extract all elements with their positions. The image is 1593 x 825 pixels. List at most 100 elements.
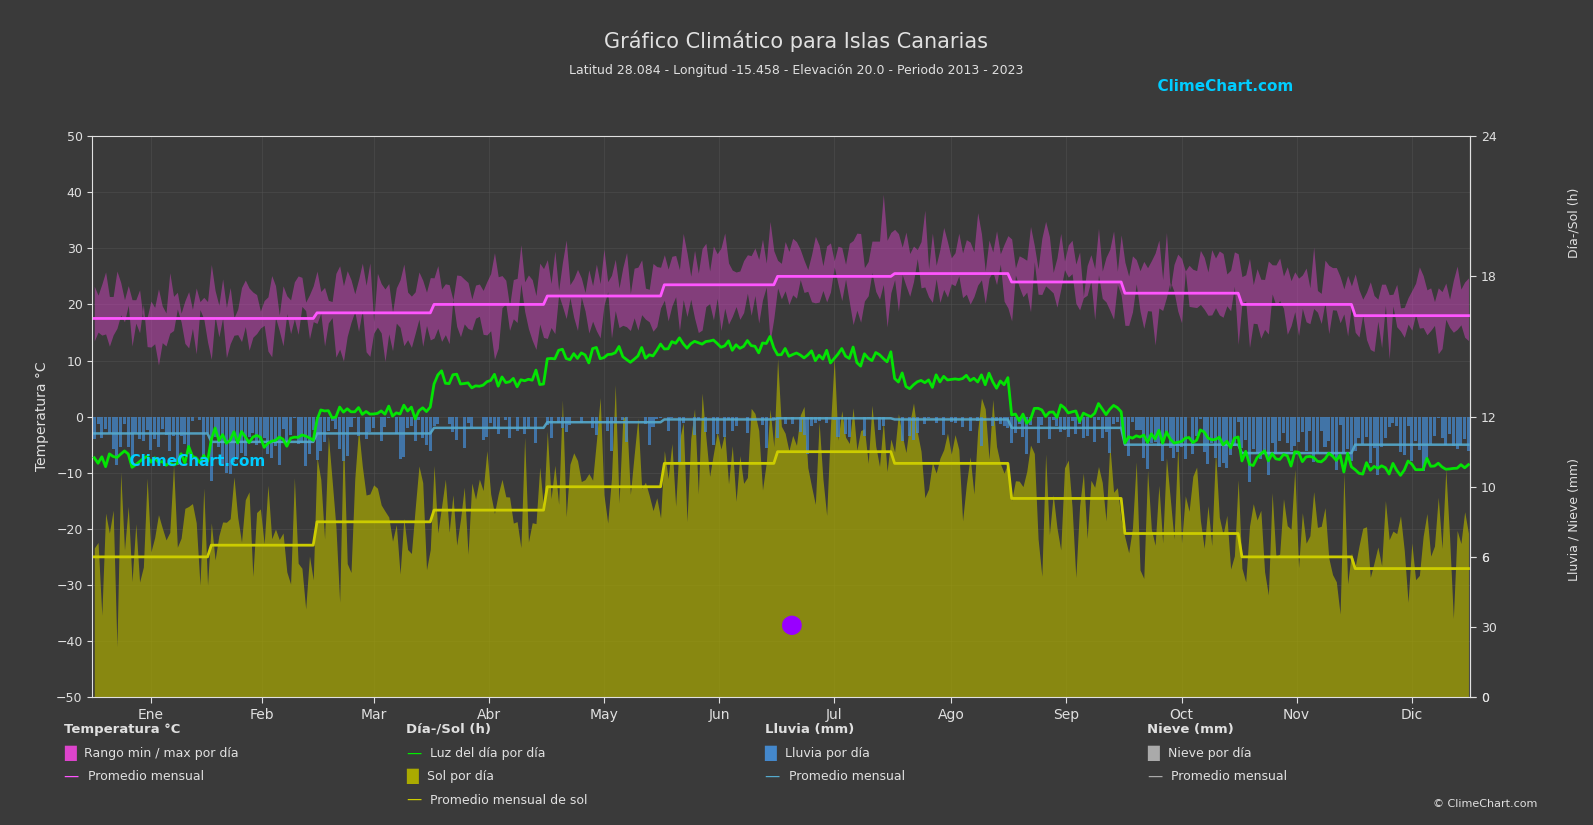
Bar [1263, 417, 1266, 452]
Bar [217, 417, 220, 447]
Bar [508, 417, 511, 438]
Bar [421, 417, 424, 438]
Text: █: █ [406, 769, 417, 785]
Bar [153, 417, 156, 440]
Bar [1007, 417, 1010, 427]
Bar [1395, 417, 1399, 426]
Bar [652, 417, 655, 427]
Bar [1467, 417, 1470, 450]
Bar [497, 417, 500, 435]
Bar [277, 417, 280, 465]
Bar [1429, 417, 1432, 445]
Bar [1180, 417, 1184, 447]
Bar [723, 417, 726, 436]
Bar [954, 417, 956, 422]
Bar [806, 417, 809, 455]
Bar [255, 417, 258, 445]
Bar [569, 417, 572, 425]
Bar [1332, 417, 1333, 456]
Bar [414, 417, 417, 441]
Bar [803, 417, 806, 435]
Bar [1410, 417, 1413, 460]
Bar [97, 417, 100, 424]
Bar [516, 417, 519, 431]
Bar [980, 417, 983, 446]
Bar [825, 417, 828, 422]
Bar [1252, 417, 1255, 450]
Bar [1335, 417, 1338, 470]
Bar [467, 417, 470, 423]
Bar [1407, 417, 1410, 426]
Bar [92, 417, 96, 439]
Bar [1214, 417, 1217, 458]
Bar [285, 417, 288, 442]
Bar [271, 417, 274, 458]
Bar [666, 417, 669, 431]
Bar [373, 417, 376, 427]
Bar [158, 417, 159, 447]
Bar [1123, 417, 1126, 441]
Bar [1343, 417, 1346, 453]
Text: ClimeChart.com: ClimeChart.com [119, 455, 266, 469]
Bar [726, 417, 730, 420]
Bar [406, 417, 409, 427]
Bar [811, 417, 812, 427]
Text: Lluvia (mm): Lluvia (mm) [765, 723, 854, 736]
Bar [655, 417, 658, 419]
Bar [1115, 417, 1118, 422]
Bar [949, 417, 953, 422]
Bar [384, 417, 387, 427]
Bar [693, 417, 696, 435]
Bar [798, 417, 801, 431]
Bar [1445, 417, 1448, 446]
Bar [610, 417, 613, 451]
Bar [448, 417, 451, 424]
Bar [1437, 417, 1440, 418]
Bar [977, 417, 980, 421]
Bar [1319, 417, 1322, 431]
Bar [492, 417, 495, 428]
Bar [1289, 417, 1292, 451]
Bar [335, 417, 338, 429]
Bar [127, 417, 129, 447]
Bar [1093, 417, 1096, 442]
Bar [878, 417, 881, 430]
Bar [1456, 417, 1459, 450]
Bar [1134, 417, 1137, 430]
Bar [1150, 417, 1153, 443]
Bar [470, 417, 473, 427]
Bar [833, 417, 836, 421]
Bar [108, 417, 112, 433]
Bar [1101, 417, 1104, 438]
Bar [696, 417, 699, 420]
Bar [991, 417, 994, 426]
Bar [1380, 417, 1383, 447]
Bar [1082, 417, 1085, 437]
Bar [1070, 417, 1074, 421]
Bar [191, 417, 194, 422]
Bar [1233, 417, 1236, 446]
Bar [379, 417, 382, 441]
Bar [180, 417, 183, 436]
Bar [183, 417, 186, 445]
Bar [591, 417, 594, 428]
Bar [282, 417, 285, 429]
Bar [1451, 417, 1454, 446]
Bar [1112, 417, 1115, 424]
Bar [1255, 417, 1258, 454]
Bar [660, 417, 663, 418]
Bar [1403, 417, 1405, 455]
Bar [338, 417, 341, 450]
Bar [425, 417, 429, 445]
Bar [260, 417, 261, 442]
Bar [1153, 417, 1157, 442]
Bar [969, 417, 972, 431]
Bar [123, 417, 126, 424]
Bar [349, 417, 352, 427]
Bar [999, 417, 1002, 424]
Bar [175, 417, 178, 465]
Bar [1172, 417, 1176, 459]
Bar [1128, 417, 1129, 456]
Bar [1399, 417, 1402, 452]
Bar [213, 417, 217, 436]
